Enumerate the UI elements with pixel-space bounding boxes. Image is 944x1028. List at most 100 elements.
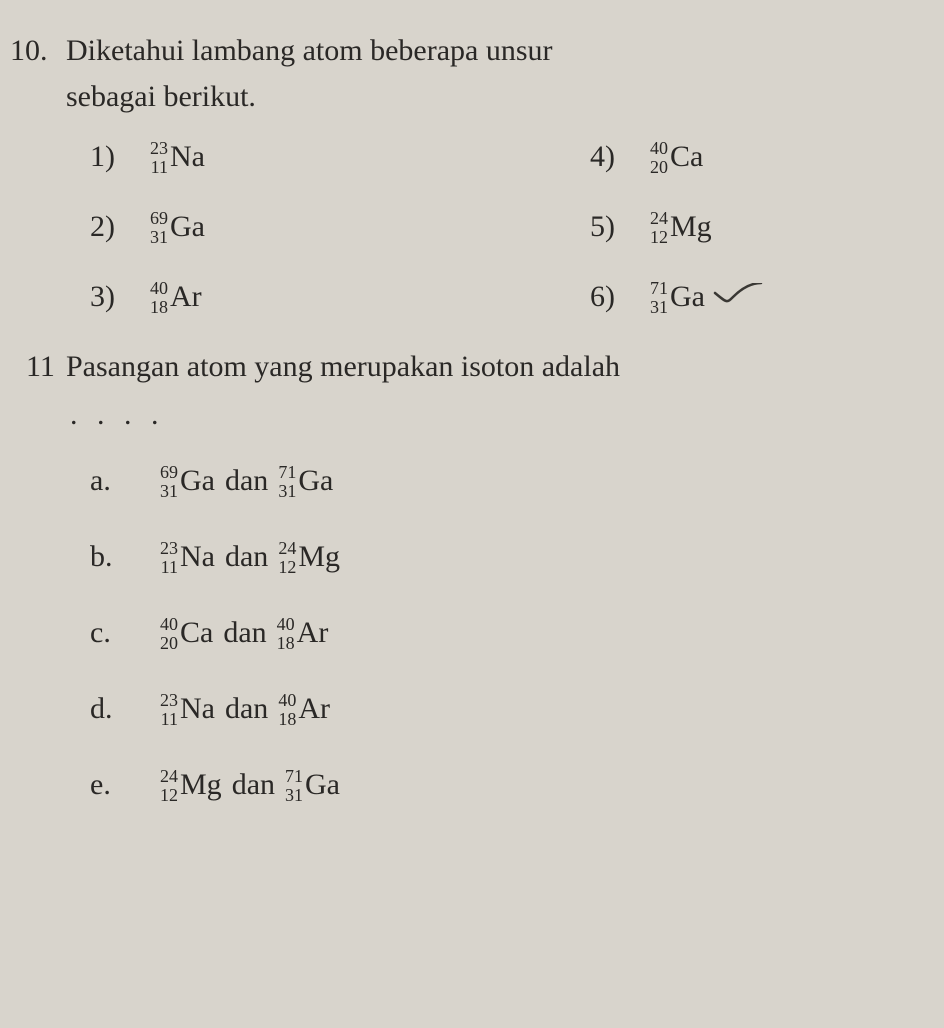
pre-superscript: 40 20 [650,139,668,177]
item-row: 2) 69 31 Ga 5) 24 12 Mg [90,206,904,248]
question-line-1: 10. Diketahui lambang atom beberapa unsu… [10,30,904,72]
item-6: 6) 71 31 Ga [590,276,904,318]
question-text-2: sebagai berikut. [66,76,904,118]
element-symbol: Ca [670,136,703,178]
nuclide: 40 20 Ca [160,612,213,654]
atomic-number: 31 [650,298,668,317]
mass-number: 69 [150,209,168,228]
element-symbol: Ga [298,460,333,502]
element-symbol: Ga [180,460,215,502]
pre-superscript: 24 12 [160,767,178,805]
choice-list: a. 69 31 Ga dan 71 31 Ga b. 23 [90,460,904,806]
question-text-1: Diketahui lambang atom beberapa unsur [66,30,904,72]
element-symbol: Ca [180,612,213,654]
pre-superscript: 40 20 [160,615,178,653]
element-symbol: Ar [298,688,330,730]
item-2: 2) 69 31 Ga [90,206,590,248]
atomic-number: 11 [161,558,178,577]
element-symbol: Mg [670,206,712,248]
mass-number: 40 [160,615,178,634]
choice-a: a. 69 31 Ga dan 71 31 Ga [90,460,904,502]
pre-superscript: 71 31 [650,279,668,317]
item-list: 1) 23 11 Na 4) 40 20 Ca [90,136,904,318]
pre-superscript: 71 31 [278,463,296,501]
subquestion-marker: 11 [26,346,66,388]
nuclide: 69 31 Ga [160,460,215,502]
nuclide: 23 11 Na [150,136,205,178]
pre-superscript: 40 18 [278,691,296,729]
mass-number: 69 [160,463,178,482]
mass-number: 71 [650,279,668,298]
choice-d: d. 23 11 Na dan 40 18 Ar [90,688,904,730]
nuclide: 24 12 Mg [160,764,222,806]
conjunction: dan [232,764,275,806]
nuclide: 23 11 Na [160,688,215,730]
item-label: 5) [590,206,650,248]
choice-label: a. [90,460,160,502]
nuclide: 23 11 Na [160,536,215,578]
nuclide: 71 31 Ga [278,460,333,502]
atomic-number: 31 [285,786,303,805]
ellipsis-dots: . . . . [70,394,904,436]
element-symbol: Ga [170,206,205,248]
pre-superscript: 23 11 [160,539,178,577]
atomic-number: 31 [150,228,168,247]
mass-number: 23 [160,539,178,558]
pre-superscript: 23 11 [150,139,168,177]
item-5: 5) 24 12 Mg [590,206,904,248]
pre-superscript: 24 12 [650,209,668,247]
item-label: 6) [590,276,650,318]
element-symbol: Ga [305,764,340,806]
conjunction: dan [225,688,268,730]
choice-b: b. 23 11 Na dan 24 12 Mg [90,536,904,578]
mass-number: 71 [278,463,296,482]
nuclide: 71 31 Ga [285,764,340,806]
item-1: 1) 23 11 Na [90,136,590,178]
item-label: 2) [90,206,150,248]
atomic-number: 11 [161,710,178,729]
atomic-number: 20 [160,634,178,653]
element-symbol: Ar [297,612,329,654]
pre-superscript: 69 31 [160,463,178,501]
choice-label: c. [90,612,160,654]
mass-number: 24 [650,209,668,228]
nuclide: 24 12 Mg [278,536,340,578]
mass-number: 23 [150,139,168,158]
item-row: 3) 40 18 Ar 6) 71 31 Ga [90,276,904,318]
question-number: 10. [10,30,66,72]
pre-superscript: 24 12 [278,539,296,577]
conjunction: dan [225,460,268,502]
choice-e: e. 24 12 Mg dan 71 31 Ga [90,764,904,806]
atomic-number: 31 [160,482,178,501]
choice-c: c. 40 20 Ca dan 40 18 Ar [90,612,904,654]
atomic-number: 20 [650,158,668,177]
element-symbol: Na [170,136,205,178]
nuclide: 24 12 Mg [650,206,712,248]
atomic-number: 18 [277,634,295,653]
choice-label: b. [90,536,160,578]
choice-label: e. [90,764,160,806]
element-symbol: Na [180,536,215,578]
element-symbol: Ga [670,276,705,318]
mass-number: 40 [277,615,295,634]
item-label: 4) [590,136,650,178]
atomic-number: 12 [160,786,178,805]
pre-superscript: 40 18 [277,615,295,653]
conjunction: dan [223,612,266,654]
element-symbol: Mg [298,536,340,578]
atomic-number: 18 [278,710,296,729]
mass-number: 23 [160,691,178,710]
conjunction: dan [225,536,268,578]
nuclide: 71 31 Ga [650,276,705,318]
mass-number: 40 [278,691,296,710]
checkmark-icon [713,283,763,303]
mass-number: 40 [650,139,668,158]
mass-number: 71 [285,767,303,786]
mass-number: 40 [150,279,168,298]
atomic-number: 11 [151,158,168,177]
nuclide: 40 18 Ar [278,688,330,730]
atomic-number: 12 [278,558,296,577]
pre-superscript: 69 31 [150,209,168,247]
item-label: 3) [90,276,150,318]
item-3: 3) 40 18 Ar [90,276,590,318]
